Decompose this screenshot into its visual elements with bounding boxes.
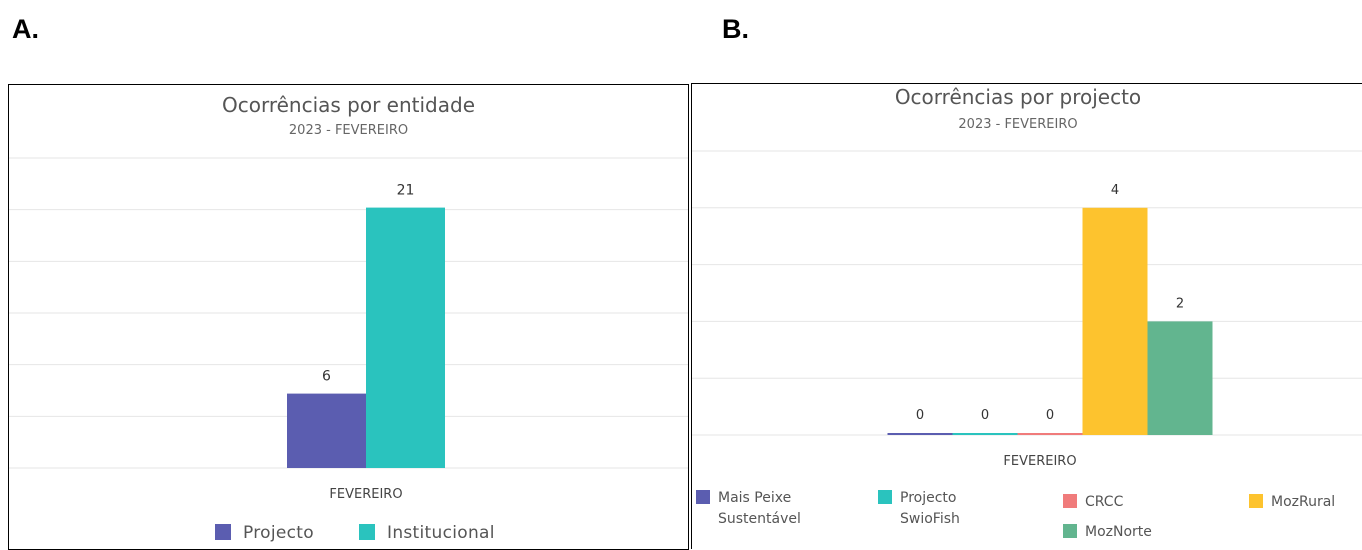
- legend-item-institucional[interactable]: Institucional: [359, 523, 495, 543]
- chart-title: Ocorrências por entidade: [221, 93, 476, 117]
- legend-label: Mais Peixe Sustentável: [718, 488, 801, 530]
- legend-label-line: MozRural: [1271, 494, 1336, 510]
- legend-label: CRCC: [1085, 492, 1123, 513]
- bar-mozrural: [1082, 207, 1148, 435]
- legend-swatch: [878, 490, 892, 504]
- legend-label: Projecto: [243, 523, 314, 543]
- legend-item-projecto-swiofish[interactable]: Projecto SwioFish: [878, 488, 960, 530]
- legend-label: Institucional: [387, 523, 495, 543]
- legend-item-projecto[interactable]: Projecto: [215, 523, 314, 543]
- legend-label: MozRural: [1271, 492, 1335, 513]
- chart-subtitle: 2023 - FEVEREIRO: [958, 117, 1078, 132]
- bar-institucional: [366, 207, 445, 468]
- data-label: 0: [981, 408, 989, 423]
- legend-item-moznorte[interactable]: MozNorte: [1063, 522, 1152, 543]
- chart-subtitle: 2023 - FEVEREIRO: [288, 123, 409, 138]
- legend-swatch: [1249, 494, 1263, 508]
- legend-swatch: [1063, 524, 1077, 538]
- data-label: 0: [1046, 408, 1054, 423]
- bar-projecto: [287, 393, 366, 468]
- bar-mais-peixe-sustentavel: [887, 433, 953, 435]
- x-tick-label: FEVEREIRO: [329, 487, 402, 502]
- data-label: 21: [397, 183, 415, 199]
- legend-label-line: Sustentável: [718, 511, 801, 527]
- legend-label-line: SwioFish: [900, 511, 960, 527]
- legend-swatch: [215, 524, 231, 540]
- legend-label-line: CRCC: [1085, 494, 1124, 510]
- bar-moznorte: [1147, 321, 1213, 435]
- panel-a-label: A.: [12, 14, 39, 44]
- bar-projecto-swiofish: [952, 433, 1018, 435]
- data-label: 4: [1111, 183, 1119, 198]
- x-tick-label: FEVEREIRO: [1003, 454, 1076, 469]
- legend-swatch: [1063, 494, 1077, 508]
- legend-item-crcc[interactable]: CRCC: [1063, 492, 1123, 513]
- legend-swatch: [696, 490, 710, 504]
- plot-area: 6 21 FEVEREIRO: [9, 157, 688, 502]
- legend-item-mais-peixe-sustentavel[interactable]: Mais Peixe Sustentável: [696, 488, 801, 530]
- chart-panel-project: Ocorrências por projecto 2023 - FEVEREIR…: [691, 83, 1362, 549]
- plot-area: 0 0 0 4 2 FEVEREIRO: [692, 150, 1362, 469]
- legend-label-line: MozNorte: [1085, 524, 1152, 540]
- chart-panel-entity: Ocorrências por entidade 2023 - FEVEREIR…: [8, 84, 689, 550]
- data-label: 0: [916, 408, 924, 423]
- legend-label: MozNorte: [1085, 522, 1152, 543]
- legend-swatch: [359, 524, 375, 540]
- legend-item-mozrural[interactable]: MozRural: [1249, 492, 1335, 513]
- bar-crcc: [1017, 433, 1083, 435]
- data-label: 2: [1176, 296, 1184, 311]
- panel-b-label: B.: [722, 14, 749, 44]
- chart-title: Ocorrências por projecto: [894, 85, 1142, 109]
- legend-label-line: Mais Peixe: [718, 490, 792, 506]
- data-label: 6: [322, 369, 331, 385]
- legend-label-line: Projecto: [900, 490, 957, 506]
- legend-label: Projecto SwioFish: [900, 488, 960, 530]
